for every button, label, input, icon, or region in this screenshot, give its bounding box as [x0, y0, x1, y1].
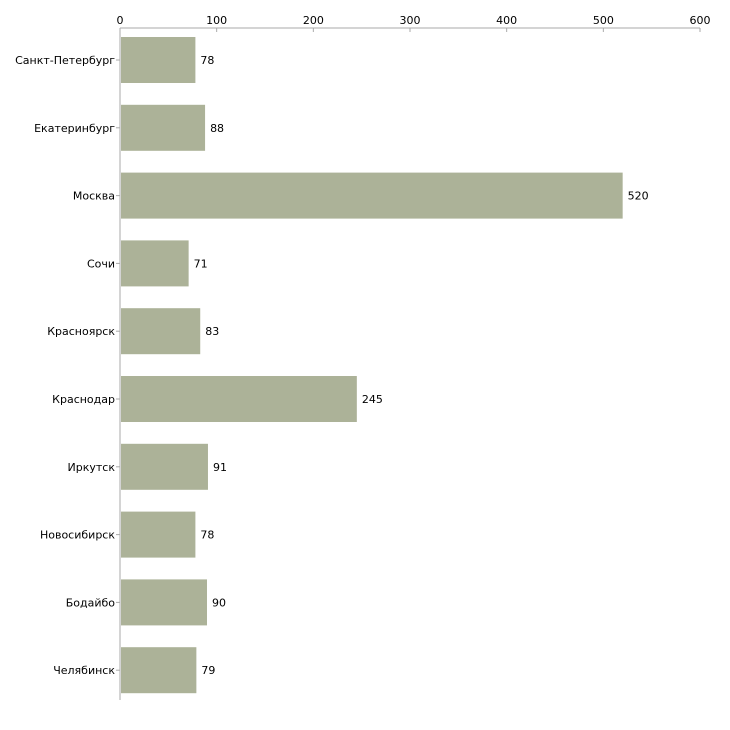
x-tick-label: 200: [303, 14, 324, 27]
x-tick-label: 300: [400, 14, 421, 27]
category-label: Москва: [73, 190, 115, 203]
value-label: 83: [205, 325, 219, 338]
bar: [121, 647, 197, 694]
category-label: Красноярск: [47, 325, 115, 338]
x-tick-label: 400: [496, 14, 517, 27]
bar: [121, 511, 196, 558]
bar: [121, 579, 207, 626]
category-label: Санкт-Петербург: [15, 54, 115, 67]
x-tick-label: 100: [206, 14, 227, 27]
category-label: Новосибирск: [40, 529, 115, 542]
value-label: 245: [362, 393, 383, 406]
value-label: 90: [212, 596, 226, 609]
bar: [121, 172, 623, 219]
value-label: 520: [628, 190, 649, 203]
value-label: 78: [200, 529, 214, 542]
value-label: 91: [213, 461, 227, 474]
x-tick-label: 0: [117, 14, 124, 27]
bar: [121, 240, 189, 287]
category-label: Иркутск: [68, 461, 116, 474]
bar: [121, 37, 196, 83]
value-label: 79: [201, 664, 215, 677]
category-label: Бодайбо: [66, 596, 116, 609]
category-label: Краснодар: [52, 393, 115, 406]
value-label: 88: [210, 122, 224, 135]
bar: [121, 308, 201, 355]
x-tick-label: 500: [593, 14, 614, 27]
value-label: 78: [200, 54, 214, 67]
category-label: Екатеринбург: [34, 122, 115, 135]
bar: [121, 104, 206, 151]
category-label: Челябинск: [53, 664, 115, 677]
bar: [121, 443, 208, 490]
bar: [121, 376, 357, 422]
x-tick-label: 600: [690, 14, 711, 27]
category-label: Сочи: [87, 257, 115, 270]
value-label: 71: [194, 257, 208, 270]
